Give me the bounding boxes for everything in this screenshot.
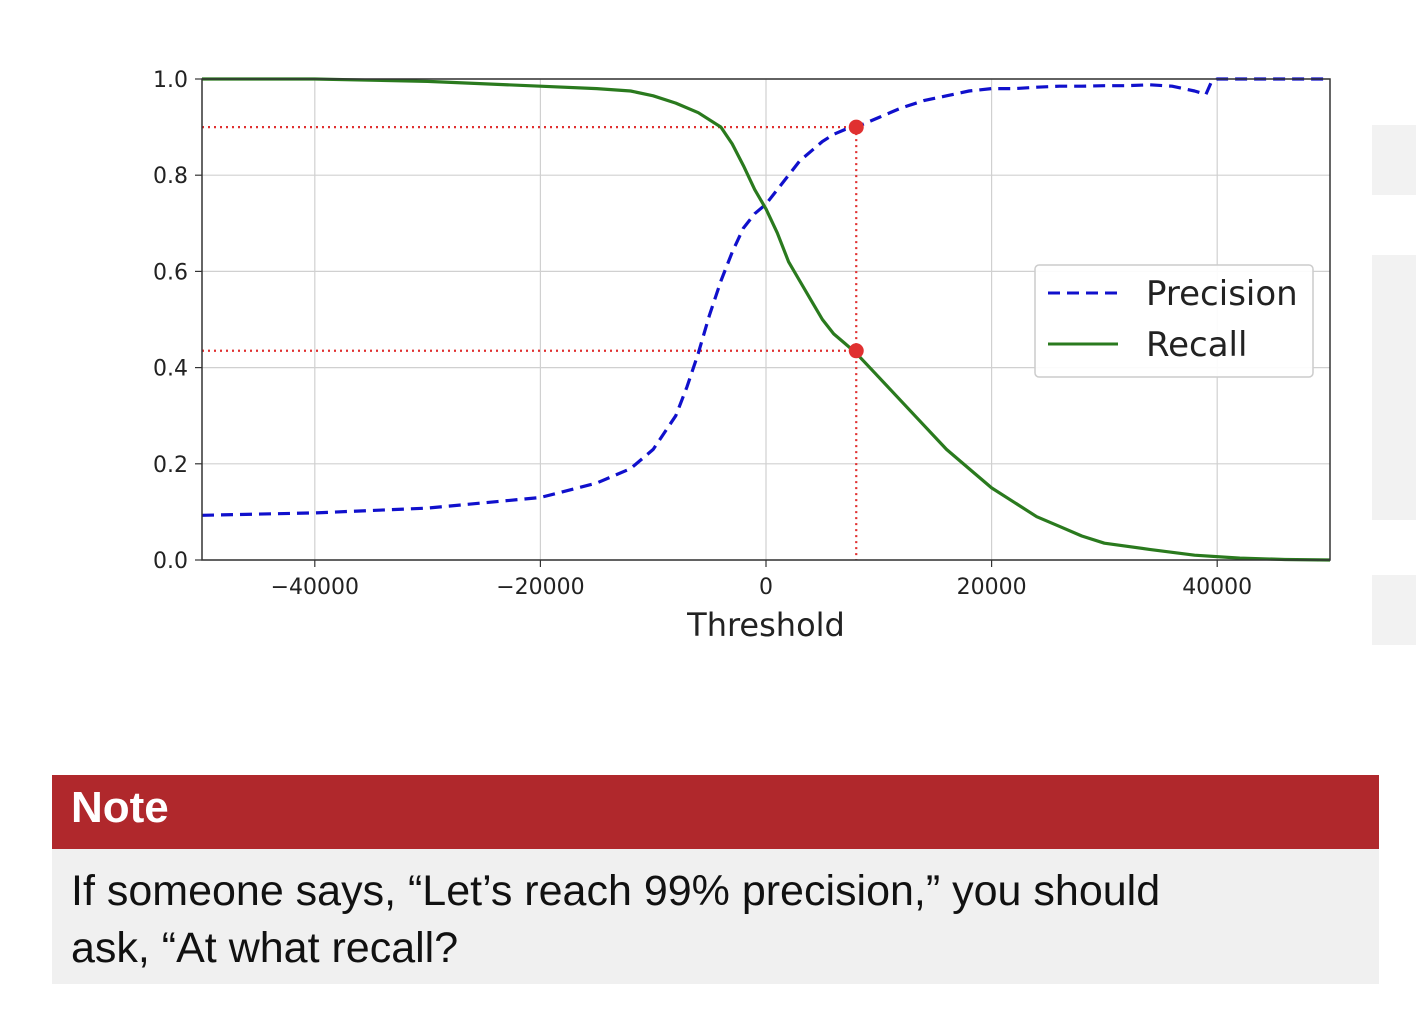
ticks: −40000 −20000 0 20000 40000 0.0 0.2 0.4 0.6 0.8 1.… [153,68,1252,600]
x-tick-label: 40000 [1182,575,1252,600]
y-tick-label: 0.6 [153,260,188,285]
precision-marker [848,119,864,135]
legend-label-precision: Precision [1146,274,1298,314]
markers [848,119,864,359]
y-tick-label: 0.4 [153,357,188,382]
x-tick-label: −20000 [496,575,584,600]
series-line-recall [202,77,1331,562]
decorative-shape [1372,125,1416,195]
legend-box [1034,264,1314,378]
x-tick-label: 0 [759,575,773,600]
note-title: Note [52,775,1379,849]
note-text-line-2: ask, “At what recall? [71,924,459,972]
note-callout: Note If someone says, “Let’s reach 99% p… [52,775,1379,984]
series-lines [201,77,1331,562]
decorative-shape [1372,575,1416,645]
reference-lines [202,125,858,560]
y-tick-label: 0.2 [153,453,188,478]
x-tick-label: 20000 [957,575,1027,600]
x-tick-label: −40000 [271,575,359,600]
legend: Precision Recall [1034,264,1314,378]
y-tick-label: 1.0 [153,68,188,93]
note-body: If someone says, “Let’s reach 99% precis… [52,849,1379,984]
x-axis-label: Threshold [686,606,845,644]
y-tick-label: 0.0 [153,549,188,574]
note-text-line-1: If someone says, “Let’s reach 99% precis… [71,867,1161,915]
series-line-precision [201,77,1330,517]
legend-label-recall: Recall [1146,325,1247,365]
recall-marker [848,343,864,359]
precision-recall-chart: −40000 −20000 0 20000 40000 0.0 0.2 0.4 0.6 0.8 1.… [153,68,1331,644]
y-tick-label: 0.8 [153,164,188,189]
decorative-shape [1372,255,1416,520]
